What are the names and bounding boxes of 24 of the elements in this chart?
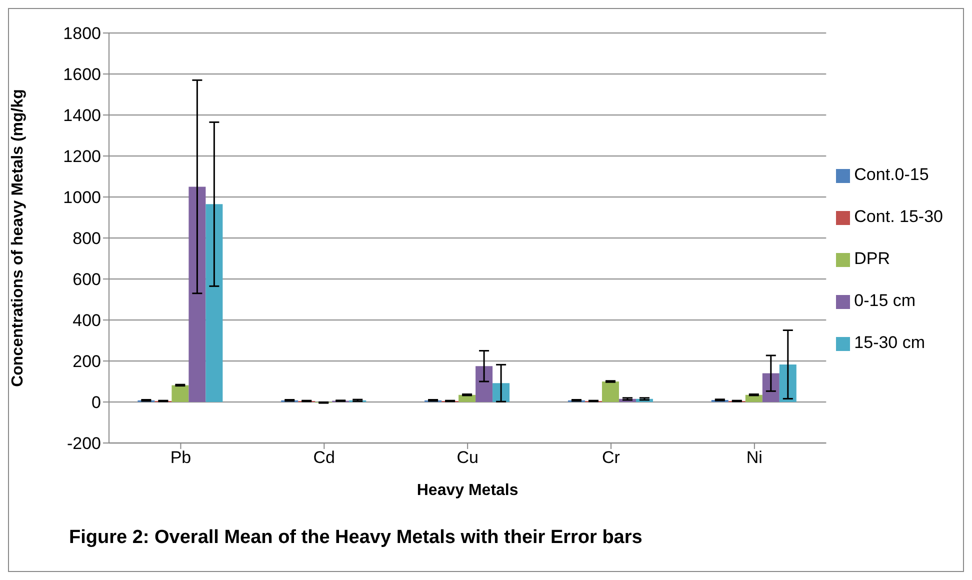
x-tick-label: Cu — [456, 448, 478, 468]
x-tick-label: Cd — [313, 448, 336, 468]
y-tick-label: 400 — [72, 311, 101, 330]
legend-label: DPR — [854, 249, 890, 268]
y-tick-label: 1200 — [63, 147, 101, 166]
y-axis-title: Concentrations of heavy Metals (mg/kg — [10, 89, 27, 387]
legend-label: Cont.0-15 — [854, 165, 929, 184]
y-tick-label: 1800 — [63, 24, 101, 44]
x-tick-label: Cr — [602, 448, 620, 468]
y-tick-label: -200 — [66, 434, 101, 454]
y-tick-label: 0 — [92, 393, 101, 412]
caption: Figure 2: Overall Mean of the Heavy Metals with their Error bars — [69, 527, 642, 549]
y-tick-label: 600 — [72, 270, 101, 290]
y-tick-label: 1000 — [63, 188, 101, 208]
legend-label: 15-30 cm — [854, 333, 926, 352]
x-tick-label: Ni — [746, 448, 762, 468]
y-tick-label: 1600 — [63, 65, 101, 84]
legend-label: 0-15 cm — [854, 291, 916, 310]
x-axis-title: Heavy Metals — [416, 482, 518, 499]
x-tick-label: Pb — [170, 448, 192, 468]
y-tick-label: 200 — [72, 352, 101, 372]
y-tick-label: 800 — [72, 229, 101, 248]
legend-label: Cont. 15-30 — [854, 207, 943, 226]
y-tick-label: 1400 — [63, 106, 101, 126]
